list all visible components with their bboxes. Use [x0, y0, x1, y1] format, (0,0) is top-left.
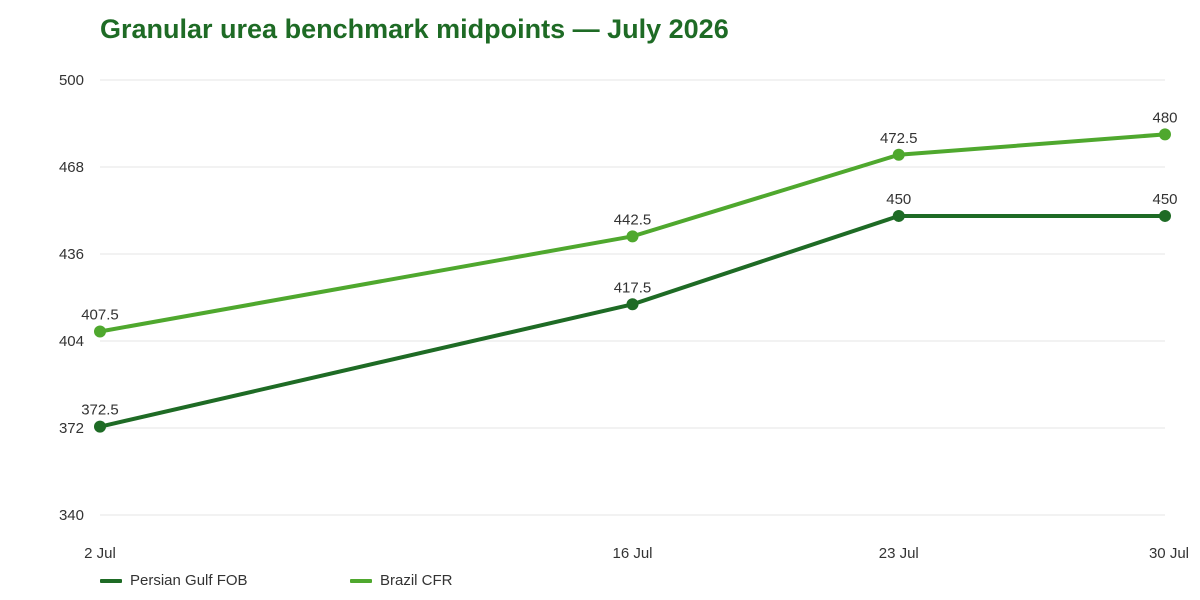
data-label: 472.5: [880, 130, 918, 147]
legend-swatch-brazil-cfr: [350, 578, 372, 583]
legend-item-brazil-cfr[interactable]: Brazil CFR: [350, 572, 600, 589]
y-tick-label: 404: [59, 333, 84, 350]
y-tick-label: 500: [59, 72, 84, 89]
legend-label-persian-gulf-fob: Persian Gulf FOB: [130, 572, 248, 589]
x-axis-ticks: 2 Jul 16 Jul 23 Jul 30 Jul: [84, 545, 1189, 562]
series-lines: [94, 128, 1171, 433]
data-point[interactable]: [626, 230, 639, 243]
gridlines: [100, 79, 1165, 516]
data-label: 407.5: [81, 306, 119, 323]
legend: Persian Gulf FOB Brazil CFR: [100, 572, 600, 589]
x-tick-label: 23 Jul: [879, 545, 919, 562]
legend-label-brazil-cfr: Brazil CFR: [380, 572, 453, 589]
chart-title: Granular urea benchmark midpoints — July…: [100, 14, 729, 44]
data-point[interactable]: [626, 298, 639, 311]
data-labels: 372.5 417.5 450 450 407.5 442.5 472.5 480: [81, 109, 1177, 418]
data-label: 480: [1152, 109, 1177, 126]
data-label: 450: [1152, 191, 1177, 208]
x-tick-label: 16 Jul: [612, 545, 652, 562]
y-tick-label: 436: [59, 246, 84, 263]
y-tick-label: 372: [59, 420, 84, 437]
data-point[interactable]: [892, 209, 905, 222]
data-point[interactable]: [892, 148, 905, 161]
data-point[interactable]: [1159, 209, 1171, 222]
data-point[interactable]: [1159, 128, 1171, 141]
x-tick-label: 2 Jul: [84, 545, 116, 562]
legend-item-persian-gulf-fob[interactable]: Persian Gulf FOB: [100, 572, 350, 589]
x-tick-label: 30 Jul: [1149, 545, 1189, 562]
data-point[interactable]: [94, 325, 106, 338]
data-label: 450: [886, 191, 911, 208]
y-tick-label: 340: [59, 507, 84, 524]
data-point[interactable]: [94, 420, 106, 433]
data-label: 442.5: [614, 211, 652, 228]
data-label: 372.5: [81, 402, 119, 419]
data-label: 417.5: [614, 279, 652, 296]
series-line: [98, 213, 1167, 429]
legend-swatch-persian-gulf-fob: [100, 578, 122, 583]
y-tick-label: 468: [59, 159, 84, 176]
series-line: [98, 132, 1167, 334]
y-axis-ticks: 340 372 404 436 468 500: [59, 72, 84, 524]
